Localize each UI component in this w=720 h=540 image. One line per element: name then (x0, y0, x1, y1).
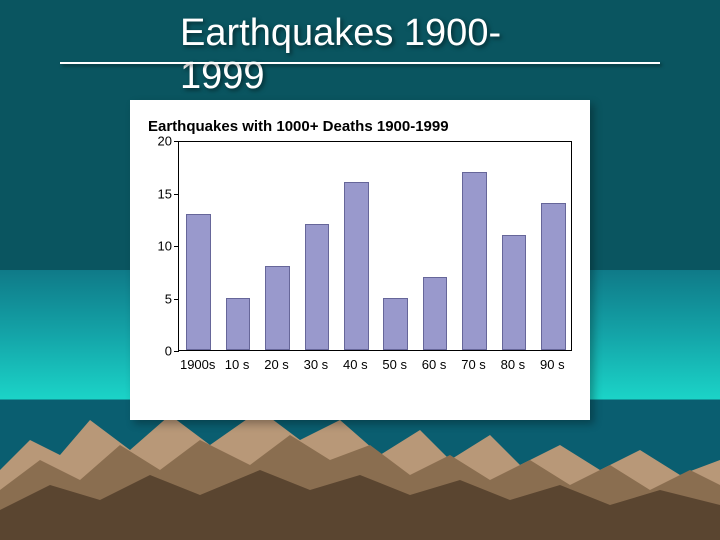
bar (423, 277, 447, 351)
bar (186, 214, 210, 351)
y-axis: 05101520 (148, 141, 174, 351)
bar (541, 203, 565, 350)
bar (502, 235, 526, 351)
y-tick-label: 5 (165, 291, 172, 306)
chart-grid (178, 141, 572, 351)
x-tick-label: 1900s (180, 357, 215, 372)
x-tick-label: 40 s (343, 357, 368, 372)
bar (265, 266, 289, 350)
x-tick-label: 90 s (540, 357, 565, 372)
chart-container: Earthquakes with 1000+ Deaths 1900-1999 … (130, 100, 590, 420)
y-tick-mark (174, 351, 179, 352)
x-axis: 1900s 10 s 20 s 30 s 40 s 50 s 60 s 70 s 80 s 90 … (178, 357, 572, 377)
y-tick-label: 15 (158, 186, 172, 201)
bar (462, 172, 486, 351)
x-tick-label: 70 s (461, 357, 486, 372)
x-tick-label: 20 s (264, 357, 289, 372)
bar (344, 182, 368, 350)
title-underline (60, 62, 660, 64)
bar (226, 298, 250, 351)
y-tick-label: 0 (165, 344, 172, 359)
y-tick-label: 20 (158, 134, 172, 149)
x-tick-label: 30 s (304, 357, 329, 372)
bar (383, 298, 407, 351)
slide-title: Earthquakes 1900-1999 (180, 12, 540, 98)
x-tick-label: 60 s (422, 357, 447, 372)
bar (305, 224, 329, 350)
x-tick-label: 50 s (382, 357, 407, 372)
y-tick-label: 10 (158, 239, 172, 254)
x-tick-label: 10 s (225, 357, 250, 372)
plot-area: 05101520 1900s10 s20 s30 s40 s50 s60 s70… (148, 141, 572, 381)
chart-title: Earthquakes with 1000+ Deaths 1900-1999 (148, 118, 572, 135)
x-tick-label: 80 s (501, 357, 526, 372)
